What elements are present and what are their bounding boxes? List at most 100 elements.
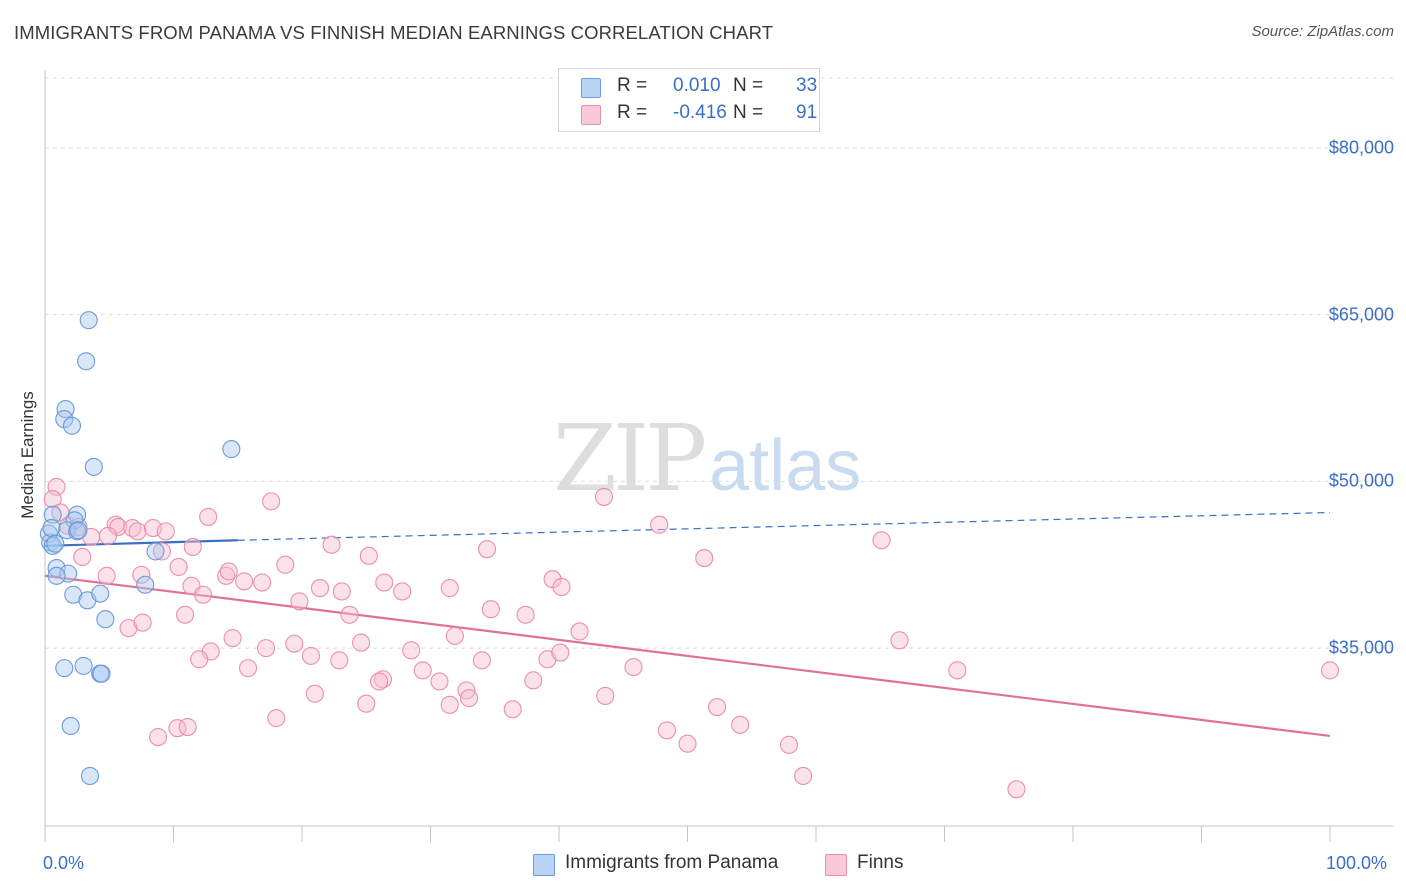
finns-point (97, 566, 116, 585)
panama-point (68, 522, 87, 541)
finns-point (650, 515, 669, 534)
finns-point (199, 507, 218, 526)
finns-point (370, 672, 389, 691)
panama-trend-extension (237, 511, 1331, 541)
panama-point (96, 610, 115, 629)
panama-point (146, 542, 165, 561)
finns-point (503, 700, 522, 719)
finns-point (570, 622, 589, 641)
panama-point (77, 352, 96, 371)
finns-point (402, 641, 421, 660)
correlation-legend: R = 0.010 N = 33 R = -0.416 N = 91 (558, 68, 820, 132)
y-tick-label: $35,000 (1328, 637, 1394, 658)
panama-point (84, 457, 103, 476)
finns-point (223, 629, 242, 648)
y-tick-label: $65,000 (1328, 304, 1394, 325)
finns-point (169, 557, 188, 577)
finns-point (440, 695, 459, 714)
trend-lines (44, 511, 1331, 738)
finns-point (133, 613, 152, 632)
finns-point (119, 619, 138, 638)
finns-point (235, 572, 254, 591)
axes (44, 70, 1393, 842)
panama-point (80, 766, 100, 786)
finns-point (551, 643, 570, 662)
finns-point (594, 487, 614, 506)
finns-point (73, 547, 92, 567)
finns-point (156, 522, 175, 541)
finns-point (708, 697, 727, 717)
finns-point (731, 715, 750, 734)
finns-point (477, 540, 497, 559)
finns-point (472, 651, 491, 670)
finns-point (305, 684, 324, 703)
finns-point (332, 582, 351, 601)
finns-point (890, 631, 909, 650)
legend-r-label: R = (617, 75, 648, 96)
finns-point (267, 709, 286, 728)
finns-point (256, 639, 276, 658)
finns-point (1320, 661, 1340, 680)
finns-point (285, 634, 304, 653)
panama-point (62, 416, 82, 435)
finns-point (596, 686, 615, 705)
legend-r-value: 0.010 (673, 75, 721, 96)
watermark: ZIPatlas (553, 405, 861, 512)
finns-point (375, 573, 394, 592)
chart-source: Source: ZipAtlas.com (1251, 23, 1394, 40)
legend-swatch-finns (581, 105, 601, 125)
finns-point (253, 573, 272, 592)
panama-point (55, 410, 74, 429)
panama-point (47, 559, 66, 578)
panama-point (222, 440, 241, 459)
finns-point (552, 577, 571, 597)
series-swatch-finns (825, 854, 847, 876)
y-tick-label: $50,000 (1328, 470, 1394, 491)
panama-point (47, 566, 66, 585)
finns-point (219, 562, 238, 581)
finns-point (178, 718, 197, 737)
finns-point (359, 546, 378, 565)
panama-point (64, 585, 83, 604)
x-tick-label: 0.0% (43, 853, 85, 873)
panama-point (59, 564, 78, 583)
finns-point (445, 626, 464, 645)
panama-point (55, 659, 74, 678)
y-tick-label: $80,000 (1328, 137, 1394, 158)
finns-point (322, 535, 341, 554)
x-tick-label: 100.0% (1326, 853, 1388, 873)
y-axis-label: Median Earnings (18, 391, 37, 519)
finns-point (98, 526, 118, 545)
finns-point (481, 600, 500, 619)
finns-point (149, 728, 168, 747)
panama-point (42, 518, 61, 538)
finns-point (357, 694, 376, 713)
legend-n-label: N = (733, 102, 764, 123)
finns-point (194, 585, 213, 604)
panama-point (69, 521, 88, 540)
finns-point (109, 517, 128, 536)
panama-point (92, 664, 111, 683)
finns-point (132, 565, 151, 584)
panama-point (79, 311, 98, 330)
finns-point (152, 542, 171, 561)
finns-point (393, 582, 412, 601)
finns-point (262, 492, 281, 511)
finns-point (440, 579, 459, 598)
series-swatch-panama (533, 854, 555, 876)
finns-point (459, 689, 479, 708)
series-label-panama: Immigrants from Panama (565, 852, 779, 873)
panama-point (136, 575, 155, 594)
finns-point (123, 518, 142, 538)
finns-point (238, 659, 258, 678)
finns-point (183, 537, 202, 556)
gridlines (45, 77, 1393, 649)
finns-trend-line (44, 574, 1331, 738)
finns-point (128, 522, 147, 541)
panama-point (46, 534, 65, 553)
finns-point (310, 579, 330, 598)
finns-point (301, 646, 321, 665)
legend-r-label: R = (617, 102, 648, 123)
legend-n-value: 91 (796, 102, 818, 123)
